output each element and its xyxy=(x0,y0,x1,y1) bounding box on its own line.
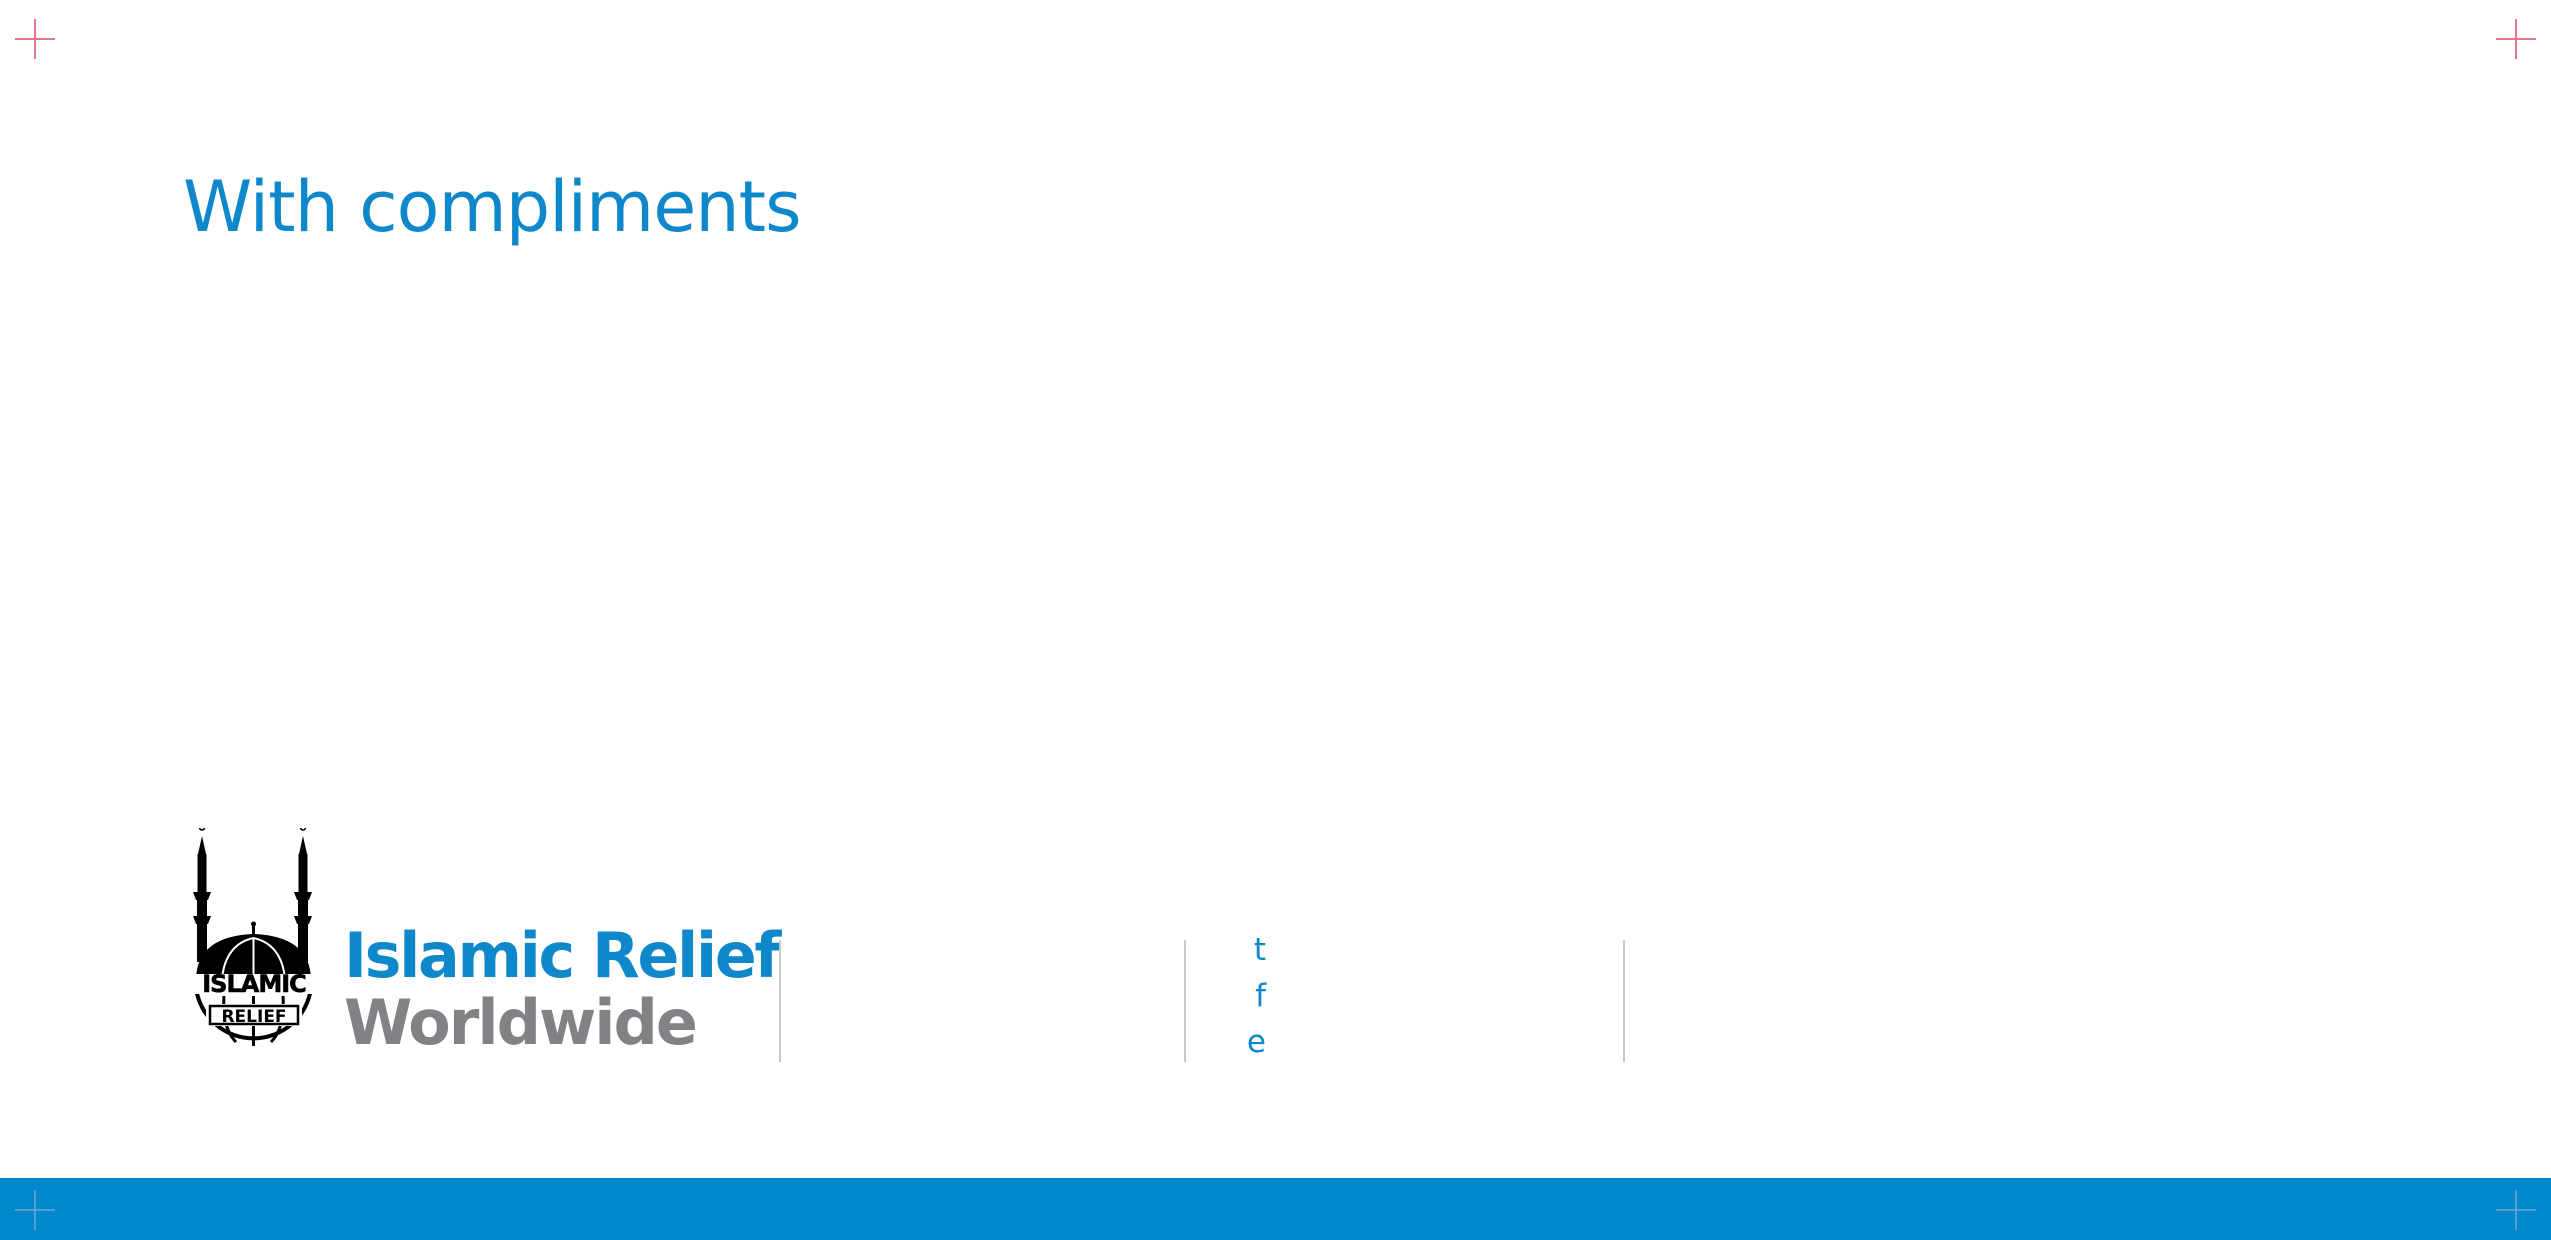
crop-mark-bottom-right-icon xyxy=(2496,1190,2536,1230)
logo-text-bottom: RELIEF xyxy=(221,1007,286,1027)
contact-labels: t f e xyxy=(1236,932,1266,1070)
divider-3 xyxy=(1623,940,1625,1062)
divider-1 xyxy=(779,940,781,1062)
page-title: With compliments xyxy=(183,166,802,248)
contact-label-email: e xyxy=(1246,1024,1266,1060)
footer-bar xyxy=(0,1178,2551,1240)
logo-text-top: ISLAMIC xyxy=(202,970,306,998)
brand-name-line1: Islamic Relief xyxy=(344,919,781,992)
contact-label-fax: f xyxy=(1255,978,1266,1014)
crop-mark-top-left-icon xyxy=(15,19,55,59)
islamic-relief-logo-icon: ISLAMIC RELIEF xyxy=(182,828,326,1046)
brand-wordmark: Islamic Relief Worldwide xyxy=(344,919,781,1059)
crop-mark-top-right-icon xyxy=(2496,19,2536,59)
contact-label-telephone: t xyxy=(1253,932,1266,968)
brand-name-line2: Worldwide xyxy=(344,986,698,1059)
crop-mark-bottom-left-icon xyxy=(15,1190,55,1230)
divider-2 xyxy=(1184,940,1186,1062)
